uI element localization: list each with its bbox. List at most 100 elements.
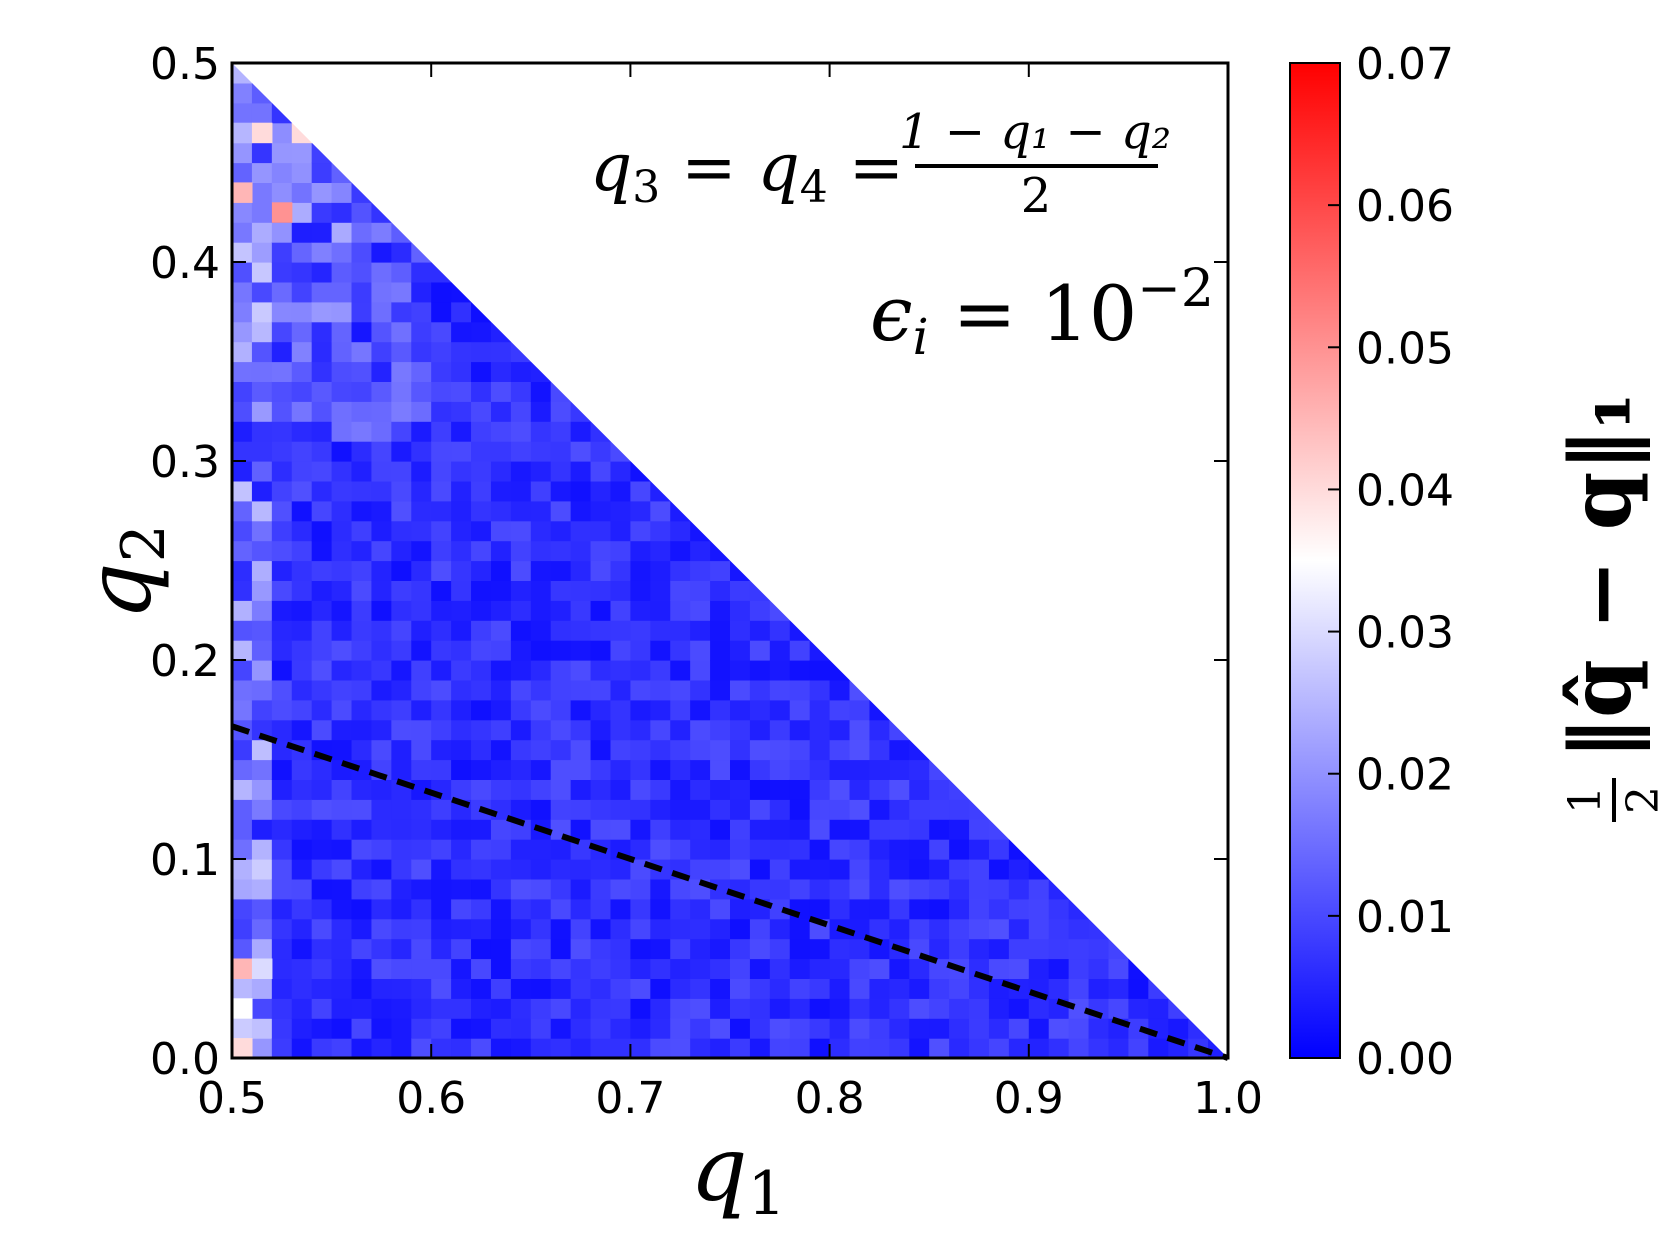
heatmap-cell bbox=[471, 978, 492, 999]
heatmap-cell bbox=[331, 998, 353, 1019]
heatmap-cell bbox=[670, 1018, 691, 1039]
heatmap-cell bbox=[670, 839, 691, 860]
heatmap-cell bbox=[431, 281, 452, 303]
heatmap-cell bbox=[471, 480, 492, 502]
heatmap-cell bbox=[431, 341, 452, 363]
heatmap-cell bbox=[929, 859, 950, 880]
heatmap-cell bbox=[351, 341, 373, 363]
heatmap-cell bbox=[849, 719, 871, 741]
heatmap-cell bbox=[251, 839, 273, 860]
heatmap-cell bbox=[690, 839, 711, 860]
heatmap-cell bbox=[510, 381, 532, 402]
heatmap-cell bbox=[909, 759, 930, 780]
heatmap-cell bbox=[271, 122, 293, 144]
dashed-line bbox=[231, 723, 1229, 1061]
heatmap-cell bbox=[630, 1018, 651, 1039]
heatmap-cell bbox=[271, 958, 293, 979]
heatmap-cell bbox=[570, 898, 592, 920]
heatmap-cell bbox=[351, 699, 373, 721]
heatmap-cell bbox=[271, 301, 293, 323]
heatmap-cell bbox=[471, 461, 492, 482]
heatmap-cell bbox=[232, 321, 253, 343]
heatmap-cell bbox=[710, 660, 731, 681]
heatmap-cell bbox=[510, 918, 532, 940]
heatmap-cell bbox=[311, 520, 333, 542]
heatmap-cell bbox=[530, 660, 552, 681]
heatmap-cell bbox=[610, 560, 631, 581]
heatmap-cell bbox=[331, 938, 353, 960]
heatmap-cell bbox=[471, 341, 492, 363]
heatmap-cell bbox=[670, 560, 691, 581]
heatmap-cell bbox=[331, 600, 353, 621]
heatmap-cell bbox=[271, 540, 293, 562]
heatmap-cell bbox=[451, 600, 472, 621]
heatmap-cell bbox=[530, 580, 552, 601]
heatmap-cell bbox=[650, 620, 671, 641]
heatmap-cell bbox=[550, 401, 572, 422]
heatmap-cell bbox=[769, 620, 791, 641]
heatmap-cell bbox=[550, 580, 572, 601]
heatmap-cell bbox=[969, 938, 990, 960]
heatmap-cell bbox=[769, 839, 791, 860]
heatmap-cell bbox=[331, 262, 353, 283]
heatmap-cell bbox=[371, 679, 392, 701]
heatmap-cell bbox=[650, 898, 671, 920]
heatmap-cell bbox=[371, 222, 392, 243]
heatmap-cell bbox=[610, 660, 631, 681]
heatmap-cell bbox=[451, 301, 472, 323]
heatmap-cell bbox=[909, 859, 930, 880]
heatmap-cell bbox=[749, 759, 771, 780]
heatmap-cell bbox=[271, 441, 293, 462]
heatmap-cell bbox=[271, 182, 293, 203]
heatmap-cell bbox=[291, 182, 313, 203]
heatmap-cell bbox=[411, 441, 432, 462]
heatmap-cell bbox=[311, 640, 333, 661]
heatmap-cell bbox=[889, 799, 910, 820]
heatmap-cell bbox=[371, 341, 392, 363]
heatmap-cell bbox=[570, 759, 592, 780]
heatmap-cell bbox=[291, 281, 313, 303]
heatmap-cell bbox=[371, 1038, 392, 1059]
heatmap-cell bbox=[371, 918, 392, 940]
heatmap-cell bbox=[271, 580, 293, 601]
heatmap-cell bbox=[471, 679, 492, 701]
heatmap-cell bbox=[331, 500, 353, 522]
heatmap-cell bbox=[730, 918, 751, 940]
heatmap-cell bbox=[889, 819, 910, 840]
heatmap-cell bbox=[411, 1018, 432, 1039]
heatmap-cell bbox=[331, 799, 353, 820]
heatmap-cell bbox=[1008, 898, 1030, 920]
heatmap-cell bbox=[590, 958, 612, 979]
heatmap-cell bbox=[391, 739, 412, 761]
heatmap-cell bbox=[232, 401, 253, 422]
colorbar-label-text: ‖q̂ − q‖₁ bbox=[1551, 393, 1651, 760]
heatmap-cell bbox=[331, 1038, 353, 1059]
heatmap-cell bbox=[610, 500, 631, 522]
heatmap-cell bbox=[710, 560, 731, 581]
heatmap-cell bbox=[311, 202, 333, 223]
heatmap-cell bbox=[650, 739, 671, 761]
heatmap-cell bbox=[630, 580, 651, 601]
heatmap-cell bbox=[710, 620, 731, 641]
heatmap-cell bbox=[730, 759, 751, 780]
heatmap-cell bbox=[610, 640, 631, 661]
heatmap-cell bbox=[670, 799, 691, 820]
heatmap-cell bbox=[490, 361, 512, 382]
heatmap-cell bbox=[869, 998, 890, 1019]
heatmap-cell bbox=[1048, 898, 1070, 920]
heatmap-cell bbox=[550, 461, 572, 482]
heatmap-cell bbox=[311, 480, 333, 502]
heatmap-cell bbox=[311, 799, 333, 820]
heatmap-cell bbox=[311, 301, 333, 323]
heatmap-cell bbox=[431, 500, 452, 522]
heatmap-cell bbox=[371, 699, 392, 721]
heatmap-cell bbox=[271, 461, 293, 482]
heatmap-cell bbox=[590, 759, 612, 780]
heatmap-cell bbox=[351, 401, 373, 422]
heatmap-cell bbox=[829, 978, 851, 999]
heatmap-cell bbox=[789, 819, 811, 840]
heatmap-cell bbox=[670, 640, 691, 661]
heatmap-cell bbox=[650, 839, 671, 860]
heatmap-cell bbox=[291, 759, 313, 780]
heatmap-cell bbox=[769, 878, 791, 900]
